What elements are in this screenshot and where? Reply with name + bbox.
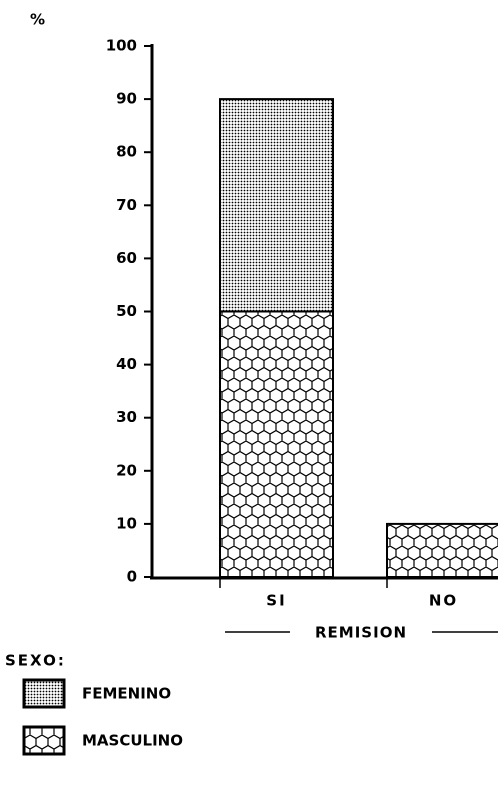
x-tick-label: SI (266, 592, 286, 610)
y-tick-label: 50 (116, 302, 137, 320)
x-axis-label: REMISION (315, 624, 407, 642)
y-tick-label: 90 (116, 90, 137, 108)
y-tick-label: 70 (116, 196, 137, 214)
legend-label: MASCULINO (82, 732, 183, 750)
y-tick-label: 10 (116, 514, 137, 532)
y-tick-label: 60 (116, 249, 137, 267)
y-tick-label: 20 (116, 461, 137, 479)
legend-title: SEXO: (5, 652, 66, 670)
legend-swatch (22, 678, 66, 709)
bar-segment (386, 522, 498, 579)
y-tick-label: 40 (116, 355, 137, 373)
y-tick-label: 0 (127, 568, 137, 586)
bar-segment (219, 98, 334, 313)
y-tick-label: 100 (106, 37, 137, 55)
y-tick-label: 30 (116, 408, 137, 426)
bar-segment (219, 310, 334, 578)
legend-swatch (22, 725, 66, 756)
y-axis-label: % (30, 11, 45, 29)
x-tick-label: NO (429, 592, 458, 610)
y-tick-label: 80 (116, 143, 137, 161)
legend-label: FEMENINO (82, 685, 171, 703)
